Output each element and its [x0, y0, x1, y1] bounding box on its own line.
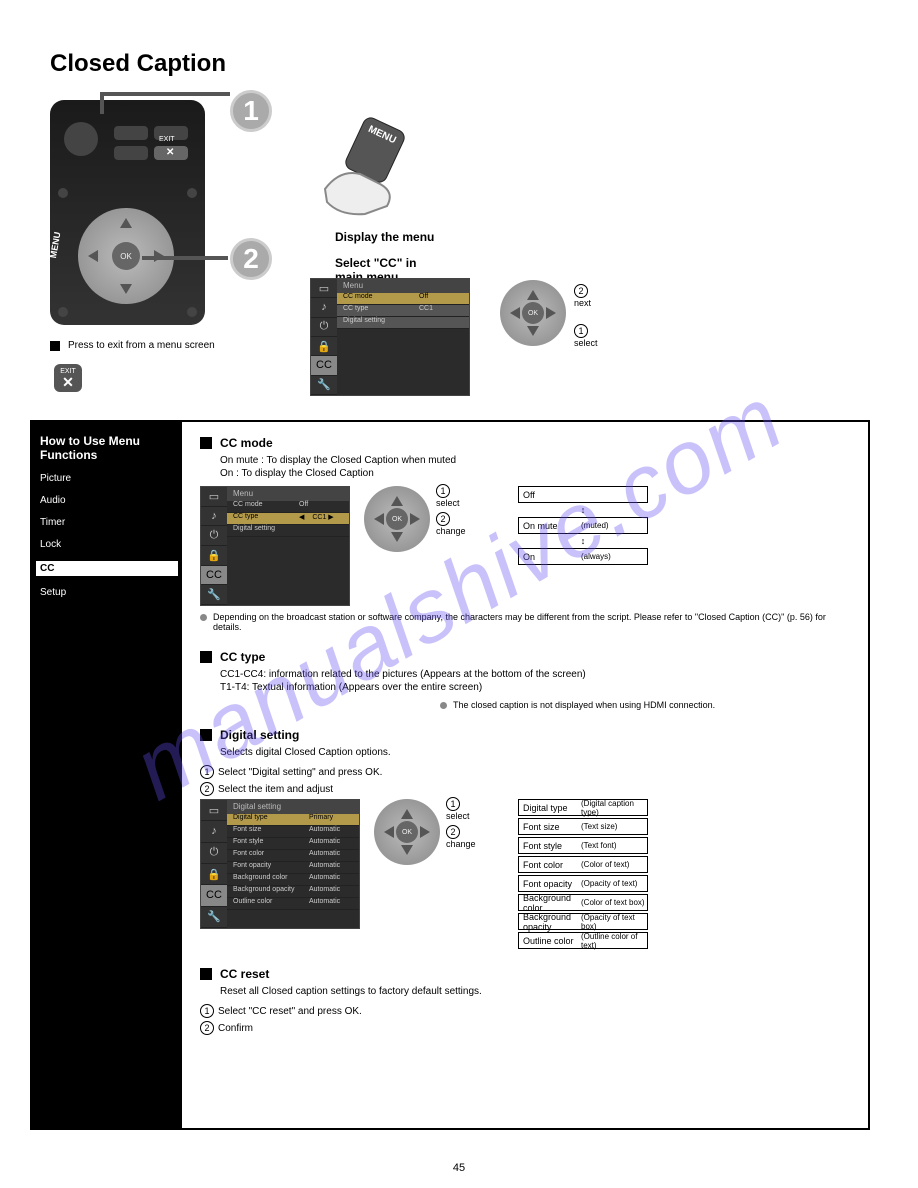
- step-badge-1: 1: [230, 90, 272, 132]
- cc-icon: CC: [311, 356, 337, 375]
- header-area: Closed Caption EXIT ✕ MENU OK: [40, 30, 878, 350]
- remote-menu-label: MENU: [48, 231, 62, 259]
- section-cc-reset: CC reset Reset all Closed caption settin…: [200, 967, 850, 1035]
- section-cc-mode: CC mode On mute : To display the Closed …: [200, 436, 850, 632]
- page-number: 45: [453, 1162, 465, 1174]
- section-digital-setting: Digital setting Selects digital Closed C…: [200, 728, 850, 949]
- hand-remote-icon: MENU: [305, 114, 445, 227]
- step1-text: Display the menu: [335, 230, 434, 244]
- content: CC mode On mute : To display the Closed …: [182, 422, 868, 1128]
- remote-ok: OK: [112, 242, 140, 270]
- remote-exit-label: EXIT: [159, 136, 175, 143]
- page-title: Closed Caption: [50, 50, 226, 78]
- sidebar-current: CC: [36, 561, 178, 576]
- exit-note: Press to exit from a menu screen: [50, 340, 215, 351]
- header-menu-screen: ▭♪⏻🔒CC🔧 Menu CC modeOff CC typeCC1 Digit…: [310, 278, 470, 396]
- main-panel: How to Use Menu Functions Picture Audio …: [30, 420, 870, 1130]
- step-badge-2: 2: [230, 238, 272, 280]
- remote-illustration: EXIT ✕ MENU OK: [50, 100, 205, 325]
- header-dpad-small: OK 2next 1select: [500, 280, 566, 346]
- exit-button-icon: EXIT✕: [54, 364, 82, 392]
- section-cc-type: CC type CC1-CC4: information related to …: [200, 650, 850, 710]
- sidebar: How to Use Menu Functions Picture Audio …: [32, 422, 182, 1128]
